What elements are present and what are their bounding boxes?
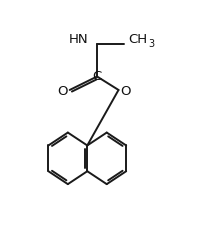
Text: C: C (92, 70, 102, 83)
Text: O: O (120, 85, 131, 98)
Text: 3: 3 (149, 39, 155, 49)
Text: CH: CH (128, 32, 147, 46)
Text: O: O (58, 85, 68, 98)
Text: HN: HN (69, 32, 88, 46)
